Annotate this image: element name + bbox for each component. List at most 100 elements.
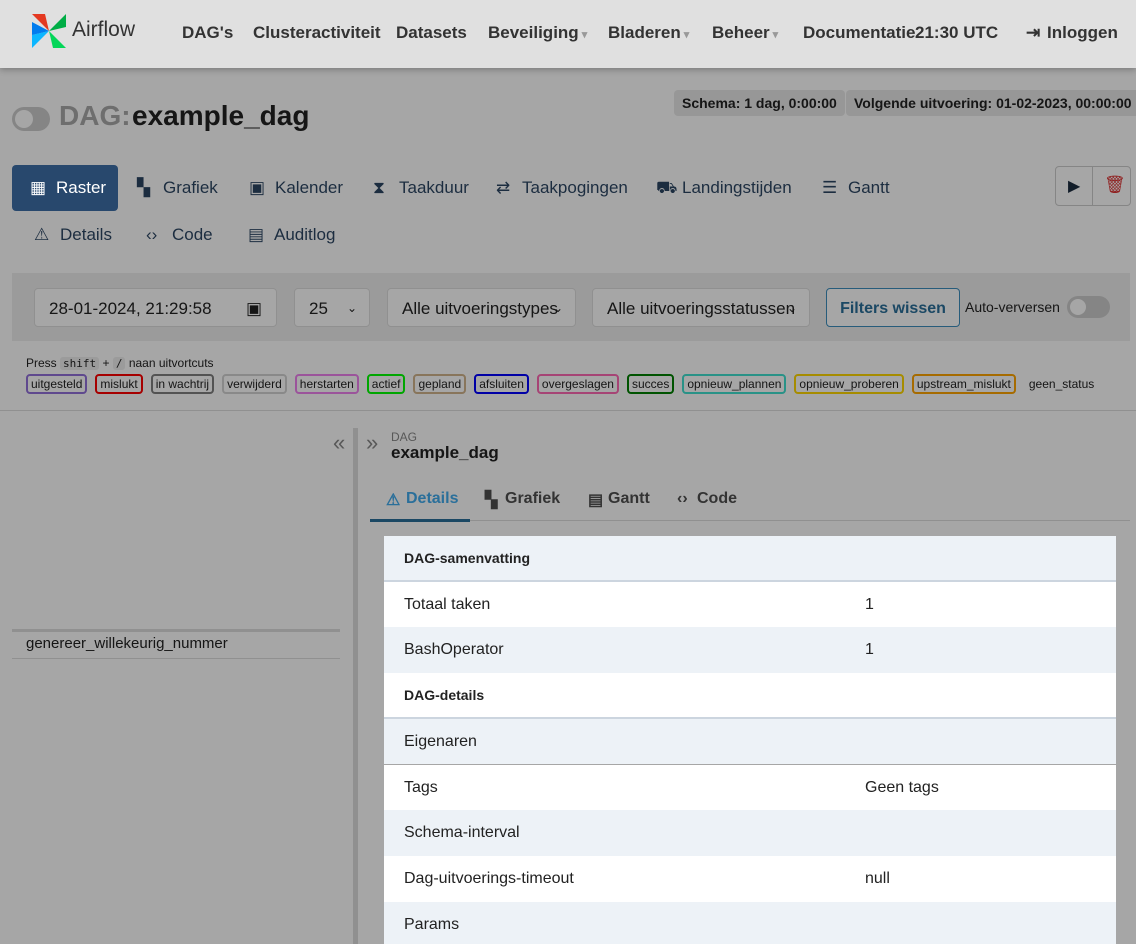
panel-tab-icon: ▤ [588,492,604,509]
detail-key: Params [404,915,460,933]
clear-filters[interactable]: Filters wissen [826,288,960,327]
detail-row: BashOperator 1 [384,627,1116,674]
divider [0,410,1136,411]
tab[interactable]: Raster [56,178,107,197]
login-icon: ⇥ [1026,23,1041,42]
panel-tab[interactable]: Grafiek [505,490,561,507]
nav-item[interactable]: Datasets [396,23,467,42]
state-badge: in wachtrij [150,374,215,394]
shortcut-hint: Press shift + / naan uitvortcuts [26,356,214,370]
date-input[interactable]: 28-01-2024, 21:29:58 ▣ [34,288,277,327]
nav-item[interactable]: Documentatie [803,23,916,42]
detail-key: Eigenaren [404,732,477,750]
run-type-select[interactable]: Alle uitvoeringstypes ⌄ [387,288,576,327]
state-badge: succes [626,374,675,394]
tab-icon: ⚠ [34,225,50,244]
tab[interactable]: Gantt [848,178,890,197]
nav-item[interactable]: Clusteractiviteit [253,23,381,42]
detail-row: Tags Geen tags [384,764,1116,811]
detail-row: Totaal taken 1 [384,581,1116,628]
nav-item[interactable]: DAG's [182,23,234,42]
state-badge: herstarten [294,374,359,394]
state-badge: afsluiten [474,374,529,394]
detail-row: Params [384,901,1116,944]
tab-icon: ▤ [248,225,265,244]
state-badge: upstream_mislukt [911,374,1016,394]
tab[interactable]: Taakduur [399,178,469,197]
section-title: DAG-details [404,687,485,704]
panel-dag-id: example_dag [391,443,499,462]
clock[interactable]: 21:30 UTC [915,23,999,42]
actions: ▶ 🗑 [1055,166,1131,206]
tab-icon: ⇄ [496,178,511,197]
tab[interactable]: Code [172,225,213,244]
nav-item[interactable]: Beheer ▾ [712,23,779,42]
state-badge: mislukt [95,374,143,394]
section-header: DAG-details [384,673,1116,719]
tab[interactable]: Taakpogingen [522,178,628,197]
state-badge: actief [366,374,406,394]
login[interactable]: Inloggen [1047,23,1118,42]
task-row[interactable] [12,629,340,659]
panel-tab-icon: ▚ [485,492,498,509]
detail-key: Totaal taken [404,595,491,613]
count-select[interactable]: 25 ⌄ [294,288,370,327]
delete-button[interactable]: 🗑 [1104,175,1126,194]
tab[interactable]: Grafiek [163,178,218,197]
detail-key: BashOperator [404,641,504,659]
panel-tab-icon: ‹› [677,490,688,507]
panel-tab-icon: ⚠ [386,492,401,509]
panel-tab[interactable]: Code [697,490,737,507]
section-title: DAG-samenvatting [404,550,531,566]
schedule: Schema: 1 dag, 0:00:00 [674,90,845,116]
state-badge: opnieuw_plannen [682,374,787,394]
panel-tab[interactable]: Details [406,490,459,507]
tab-icon: ▣ [249,178,266,197]
tab-icon: ▚ [137,178,151,197]
tab[interactable]: Auditlog [274,225,336,244]
auto-refresh-label: Auto-verversen [965,299,1060,315]
section-header: DAG-samenvatting [384,536,1116,582]
tab[interactable]: Landingstijden [682,178,792,197]
state-badge: geen_status [1028,377,1095,391]
dag-id: example_dag [132,100,310,131]
detail-value: null [865,869,890,887]
panel-tab-underline [370,519,470,522]
active-tab-bg [12,165,118,211]
dag-prefix: DAG: [59,100,131,131]
nav-item[interactable]: Beveiliging ▾ [488,23,588,42]
tab-icon: ⧗ [373,178,385,197]
tab-icon: ‹› [146,225,158,244]
detail-value: Geen tags [865,778,939,796]
expand-right[interactable]: » [366,430,379,455]
state-badge: verwijderd [222,374,287,394]
state-badge: overgeslagen [536,374,619,394]
trigger-button[interactable]: ▶ [1068,178,1081,195]
detail-row: Eigenaren [384,718,1116,765]
panel-tab[interactable]: Gantt [608,490,650,507]
detail-row: Dag-uitvoerings-timeout null [384,855,1116,902]
detail-key: Dag-uitvoerings-timeout [404,869,574,887]
state-badge: gepland [413,374,467,394]
tab-icon: ⛟ [656,178,678,197]
panel-label: DAG [391,430,418,444]
tab-icon: ▦ [30,178,47,197]
state-legend: uitgesteld mislukt in wachtrij verwijderd he… [26,374,1107,394]
splitter[interactable] [353,428,358,944]
logo [32,14,66,48]
tab[interactable]: Details [60,225,112,244]
auto-refresh-toggle[interactable] [1067,296,1110,318]
brand[interactable]: Airflow [72,18,136,41]
pause-toggle[interactable] [12,107,50,131]
tab[interactable]: Kalender [275,178,344,197]
detail-value: 1 [865,641,874,659]
collapse-left[interactable]: « [333,430,346,455]
next-run: Volgende uitvoering: 01-02-2023, 00:00:0… [846,90,1136,116]
nav-item[interactable]: Bladeren ▾ [608,23,690,42]
task-name[interactable]: genereer_willekeurig_nummer [26,635,228,652]
run-state-select[interactable]: Alle uitvoeringsstatussen ⌄ [592,288,810,327]
state-badge: uitgesteld [26,374,88,394]
detail-value: 1 [865,595,874,613]
detail-key: Tags [404,778,438,796]
